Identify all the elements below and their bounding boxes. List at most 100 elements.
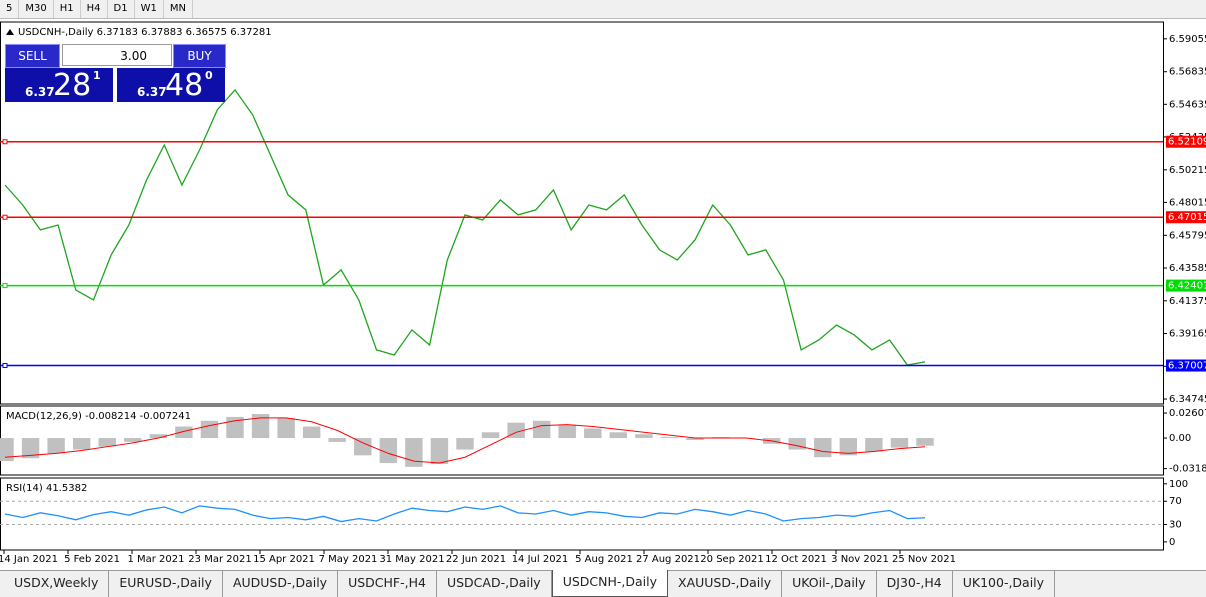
timeframe-button[interactable]: M30 [19, 0, 54, 18]
x-tick-label: 1 Mar 2021 [127, 554, 184, 565]
timeframe-button[interactable]: 5 [0, 0, 20, 18]
y-tick-label: 30 [1169, 519, 1182, 530]
chart-tab[interactable]: EURUSD-,Daily [109, 571, 223, 597]
price-prefix: 6.37 [137, 85, 167, 99]
price-fraction: 1 [93, 69, 101, 82]
histogram-bar [916, 438, 934, 446]
histogram-bar [430, 438, 449, 464]
histogram-bar [175, 426, 193, 439]
histogram-bar [456, 438, 474, 450]
level-handle [2, 139, 8, 145]
panel-frame [0, 21, 1164, 405]
chart-tab[interactable]: XAUUSD-,Daily [668, 571, 783, 597]
histogram-bar [200, 420, 219, 439]
timeframe-toolbar: 5 M30 H1 H4 D1 W1 MN [0, 0, 1206, 19]
timeframe-button[interactable]: MN [164, 0, 193, 18]
panel-frame [0, 477, 1164, 551]
x-tick-label: 5 Feb 2021 [64, 554, 120, 565]
level-label-bg [1166, 135, 1206, 148]
y-tick-label: 6.45795 [1169, 230, 1206, 241]
y-tick-label: 6.34745 [1169, 394, 1206, 405]
level-handle [2, 214, 8, 220]
x-tick-label: 14 Jan 2021 [0, 554, 58, 565]
chart-tab[interactable]: AUDUSD-,Daily [223, 571, 339, 597]
signal-line [4, 417, 926, 464]
chart-tab[interactable]: USDCHF-,H4 [338, 571, 437, 597]
timeframe-button[interactable]: H4 [81, 0, 108, 18]
histogram-bar [660, 437, 679, 439]
collapse-arrow [6, 29, 14, 35]
chart-window: 6.590556.568356.546356.524356.502156.480… [0, 21, 1206, 565]
histogram-bar [354, 438, 372, 456]
ask-price[interactable]: 6.37 48 0 [117, 68, 225, 103]
histogram-bar [839, 438, 858, 456]
histogram-bar [405, 438, 423, 467]
histogram-bar [328, 438, 346, 442]
chart-tab[interactable]: DJ30-,H4 [877, 571, 953, 597]
histogram-bar [481, 432, 500, 439]
bid-price[interactable]: 6.37 28 1 [5, 68, 113, 103]
y-tick-label: -0.03187 [1169, 464, 1206, 475]
histogram-bar [47, 438, 65, 454]
chart-tab[interactable]: USDCAD-,Daily [437, 571, 552, 597]
x-tick-label: 20 Sep 2021 [700, 554, 763, 565]
histogram-bar [865, 438, 883, 452]
x-tick-label: 23 Mar 2021 [188, 554, 251, 565]
price-line [4, 505, 926, 523]
histogram-bar [251, 414, 270, 439]
level-handle [2, 363, 8, 369]
y-tick-label: 6.56835 [1169, 67, 1206, 78]
buy-button[interactable]: BUY [173, 44, 226, 68]
histogram-bar [149, 434, 168, 439]
histogram-bar [584, 428, 602, 439]
x-tick-label: 5 Aug 2021 [575, 554, 633, 565]
chart-tab[interactable]: UK100-,Daily [953, 571, 1056, 597]
y-tick-label: 0.00 [1169, 433, 1191, 444]
y-tick-label: 6.59055 [1169, 34, 1206, 45]
y-tick-label: 70 [1169, 496, 1182, 507]
one-click-trading: SELL 3.00 BUY 6.37 28 1 6.37 48 0 [5, 44, 226, 103]
level-label-bg [1166, 359, 1206, 372]
x-tick-label: 3 Nov 2021 [831, 554, 889, 565]
histogram-bar [72, 438, 91, 450]
panel-title: RSI(14) 41.5382 [6, 483, 87, 494]
histogram-bar [635, 434, 653, 439]
x-tick-label: 27 Aug 2021 [636, 554, 700, 565]
x-tick-label: 15 Apr 2021 [253, 554, 315, 565]
price-pips: 48 [165, 68, 204, 103]
x-tick-label: 12 Oct 2021 [765, 554, 827, 565]
y-tick-label: 6.41375 [1169, 296, 1206, 307]
x-tick-label: 14 Jul 2021 [512, 554, 569, 565]
timeframe-button[interactable]: H1 [54, 0, 81, 18]
histogram-bar [379, 438, 398, 464]
lots-field[interactable]: 3.00 [62, 44, 172, 66]
chart-tab[interactable]: USDX,Weekly [4, 571, 110, 597]
chart-tab[interactable]: USDCNH-,Daily [551, 570, 669, 597]
y-tick-label: 6.54635 [1169, 99, 1206, 110]
histogram-bar [890, 438, 909, 448]
level-label: 6.42401 [1168, 281, 1206, 292]
y-tick-label: 0.02607 [1169, 408, 1206, 419]
sell-button[interactable]: SELL [5, 44, 60, 68]
level-label: 6.52109 [1168, 137, 1206, 148]
timeframe-button[interactable]: D1 [108, 0, 135, 18]
timeframe-button[interactable]: W1 [135, 0, 164, 18]
histogram-bar [277, 417, 295, 439]
histogram-bar [814, 438, 832, 458]
histogram-bar [21, 438, 40, 459]
y-tick-label: 6.43585 [1169, 263, 1206, 274]
level-label-bg [1166, 211, 1206, 224]
x-tick-label: 25 Nov 2021 [892, 554, 956, 565]
x-tick-label: 7 May 2021 [319, 554, 378, 565]
level-label-bg [1166, 279, 1206, 292]
histogram-bar [302, 426, 321, 439]
price-fraction: 0 [205, 69, 213, 82]
histogram-bar [609, 432, 628, 439]
panel-title: USDCNH-,Daily 6.37183 6.37883 6.36575 6.… [18, 27, 272, 38]
chart-tab[interactable]: UKOil-,Daily [782, 571, 877, 597]
histogram-bar [686, 438, 704, 440]
chart-tabs: USDX,Weekly EURUSD-,Daily AUDUSD-,Daily USD… [0, 570, 1206, 597]
histogram-bar [788, 438, 806, 450]
level-handle [2, 283, 8, 289]
